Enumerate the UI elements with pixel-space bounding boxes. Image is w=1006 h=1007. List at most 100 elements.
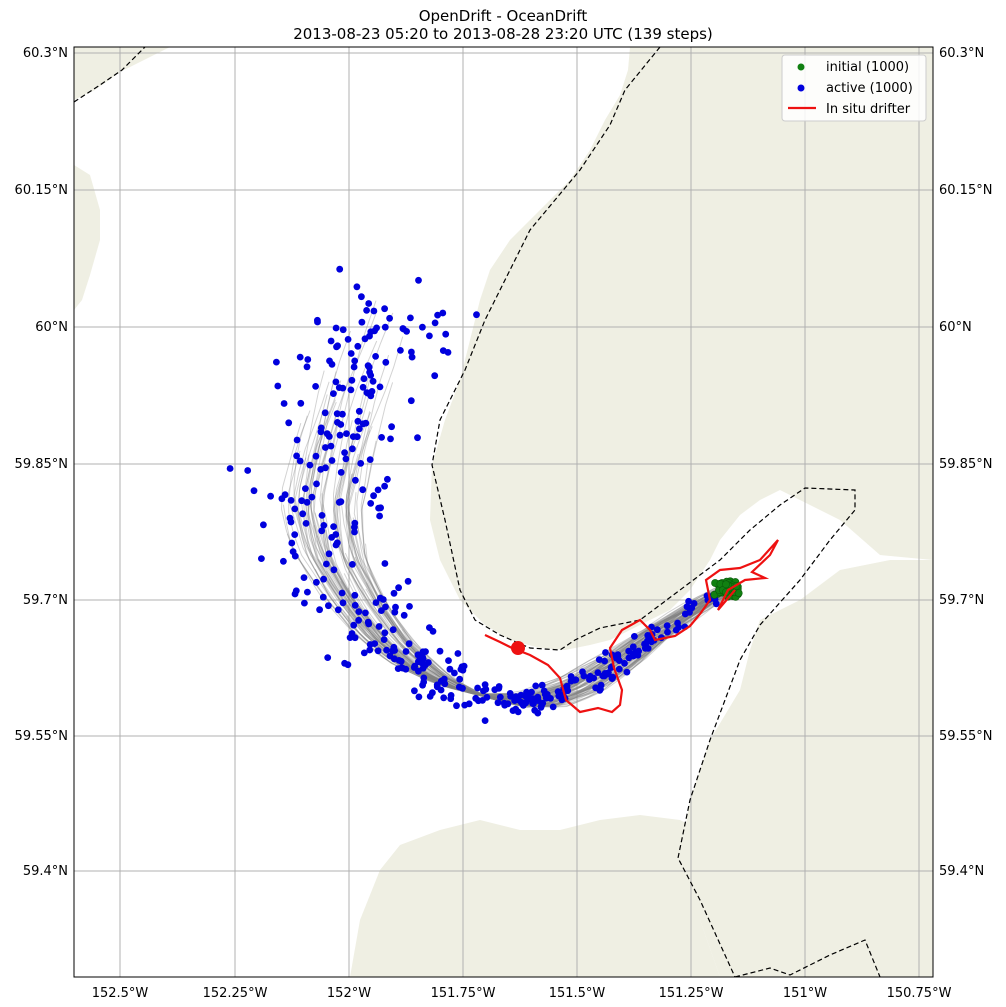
active-particle — [388, 423, 395, 431]
active-particle — [308, 493, 316, 501]
active-particle — [339, 326, 347, 334]
active-particle — [431, 372, 439, 380]
trajectory-line — [361, 382, 742, 707]
active-particle — [324, 654, 332, 661]
active-particle — [281, 491, 289, 499]
active-particle — [539, 699, 547, 707]
active-particle — [621, 659, 628, 667]
active-particle — [366, 456, 374, 463]
active-particle — [395, 584, 402, 592]
active-particle — [334, 606, 342, 614]
active-particle — [414, 434, 421, 442]
active-particle — [343, 430, 350, 437]
active-particle — [352, 476, 359, 484]
lat-label-right: 60°N — [939, 320, 972, 335]
active-particle — [690, 600, 698, 607]
active-particle — [595, 656, 603, 663]
active-particle — [440, 694, 448, 702]
active-particle — [302, 520, 310, 527]
trajectory-line — [314, 525, 738, 699]
active-particle — [382, 603, 389, 611]
active-particle — [344, 661, 352, 669]
lon-label: 152.5°W — [92, 986, 149, 1001]
active-particle — [381, 482, 388, 490]
active-particle — [419, 323, 426, 331]
active-particle — [664, 628, 671, 636]
active-particle — [328, 361, 336, 368]
active-particle — [549, 703, 557, 711]
active-particle — [411, 662, 419, 670]
active-particle — [314, 316, 321, 324]
active-particle — [274, 382, 282, 390]
active-particle — [313, 578, 320, 586]
active-particle — [325, 433, 333, 440]
active-particle — [312, 452, 320, 460]
active-particle — [369, 377, 377, 385]
initial-particle — [734, 589, 743, 597]
active-particle — [495, 684, 503, 692]
active-particle — [361, 335, 369, 343]
active-particle — [381, 305, 388, 313]
active-particle — [444, 349, 452, 356]
boundary-northwest — [74, 47, 146, 103]
boundary-lines — [74, 47, 881, 977]
lon-label: 151°W — [783, 986, 827, 1001]
active-particle — [400, 611, 408, 619]
active-particle — [437, 686, 445, 694]
active-particle — [391, 608, 399, 616]
active-particle — [481, 717, 489, 724]
active-particle — [399, 325, 407, 332]
active-particle — [446, 665, 454, 673]
active-particle — [567, 673, 575, 680]
active-particle — [381, 323, 389, 331]
lat-label-left: 60.15°N — [15, 183, 68, 198]
active-particle — [291, 505, 299, 513]
lat-label-right: 59.55°N — [939, 729, 992, 744]
active-particle — [273, 358, 280, 366]
active-particle — [353, 433, 361, 441]
active-particle — [351, 357, 359, 365]
active-particle — [320, 522, 328, 529]
active-particle — [596, 687, 604, 694]
active-particle — [383, 646, 390, 654]
active-particle — [465, 700, 473, 708]
lat-labels-left: 60.3°N 60.15°N 60°N 59.85°N 59.7°N 59.55… — [15, 46, 68, 879]
trajectory-line — [377, 586, 740, 708]
active-particle — [280, 400, 288, 407]
active-particle — [442, 330, 450, 338]
legend-active-label: active (1000) — [826, 81, 913, 96]
active-particle — [304, 588, 311, 596]
active-particle — [474, 684, 481, 692]
lon-label: 152°W — [327, 986, 371, 1001]
active-particle — [320, 575, 327, 583]
active-particle — [372, 353, 379, 360]
active-particle — [354, 342, 362, 350]
trajectory-line — [356, 430, 742, 705]
active-particle — [356, 425, 363, 433]
lon-label: 151.25°W — [659, 986, 724, 1001]
active-particle — [346, 634, 354, 641]
active-particle — [609, 673, 617, 681]
trajectory-line — [352, 585, 736, 699]
active-particle — [407, 314, 414, 322]
active-particle — [328, 457, 336, 464]
active-particle — [431, 319, 439, 327]
active-particle — [332, 324, 340, 332]
active-particle — [344, 336, 352, 343]
active-particle — [244, 467, 252, 474]
active-particle — [397, 347, 404, 354]
active-particle — [293, 452, 300, 460]
trajectory-line — [307, 424, 737, 699]
active-particle — [288, 539, 296, 547]
active-particle — [338, 589, 346, 597]
active-particle — [317, 428, 325, 436]
active-particle — [644, 645, 652, 652]
active-particle — [365, 300, 373, 307]
legend: initial (1000) active (1000) In situ dri… — [781, 54, 927, 122]
active-particle — [415, 276, 422, 284]
active-particle — [297, 399, 305, 407]
active-particle — [405, 640, 413, 648]
active-particle — [292, 587, 300, 595]
legend-active-marker — [797, 84, 805, 92]
